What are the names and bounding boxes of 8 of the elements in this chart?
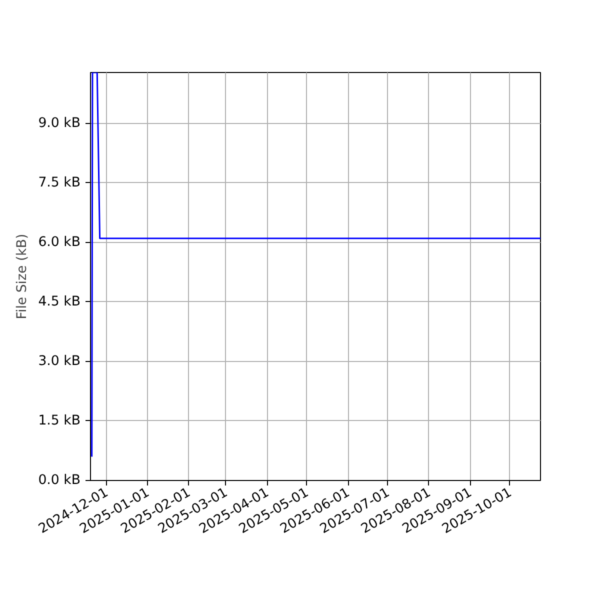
y-tick-label: 1.5 kB (38, 413, 80, 428)
y-tick-label: 4.5 kB (38, 294, 80, 310)
y-tick-label: 0.0 kB (38, 473, 80, 488)
y-tick-label: 3.0 kB (38, 354, 80, 369)
y-tick-label: 6.0 kB (38, 234, 80, 250)
y-tick-label: 9.0 kB (38, 116, 80, 131)
y-tick-label: 7.5 kB (38, 175, 80, 190)
y-axis-title: File Size (kB) (15, 234, 30, 320)
